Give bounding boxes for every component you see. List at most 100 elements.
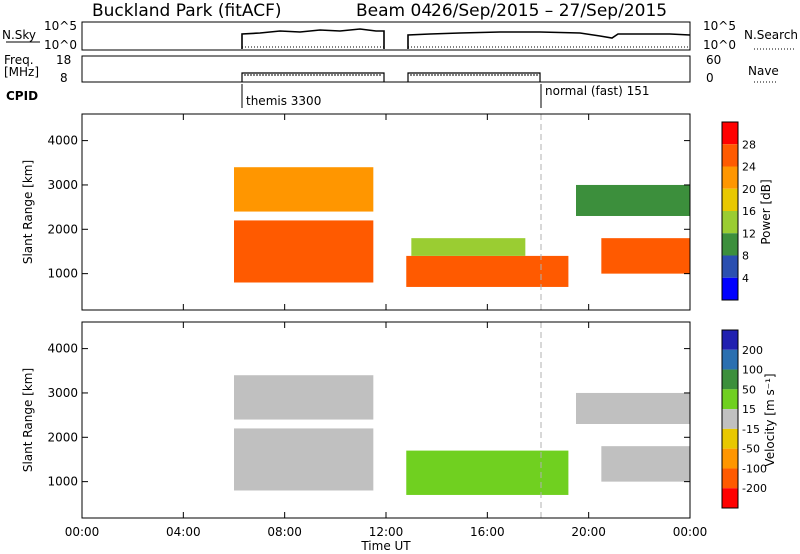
power-colorbar-segment-7: [722, 277, 738, 300]
power-region-4: [601, 238, 690, 274]
power-colorbar-tick-1: 24: [742, 161, 756, 174]
power-ytick-label-0: 1000: [47, 267, 78, 281]
x-tick-label-2: 08:00: [267, 525, 302, 539]
x-tick-label-6: 00:00: [673, 525, 708, 539]
velocity-region-2: [406, 450, 569, 495]
power-y-axis-label: Slant Range [km]: [21, 160, 35, 264]
velocity-colorbar-tick-1: 100: [742, 364, 763, 377]
nave-tick-high: 60: [706, 53, 721, 67]
freq-trace: [241, 72, 541, 82]
nsky-trace: [241, 28, 691, 49]
nsky-panel: N.Sky 10^5 10^0 10^5 10^0 N.Search: [2, 19, 798, 52]
power-colorbar-label: Power [dB]: [759, 179, 773, 244]
freq-tick-high: 18: [56, 53, 71, 67]
power-region-5: [576, 184, 690, 216]
velocity-data-cells: [234, 375, 690, 495]
station-title: Buckland Park (fitACF): [92, 1, 282, 21]
power-ytick-label-3: 4000: [47, 134, 78, 148]
velocity-colorbar-segment-8: [722, 488, 738, 508]
velocity-colorbar-tick-6: -100: [742, 462, 767, 475]
power-colorbar-segment-1: [722, 144, 738, 167]
power-ytick-label-1: 2000: [47, 222, 78, 236]
x-tick-label-1: 04:00: [166, 525, 201, 539]
velocity-region-3: [601, 446, 690, 482]
velocity-colorbar-segment-7: [722, 468, 738, 489]
nsky-label: N.Sky: [2, 28, 36, 42]
x-axis-label: Time UT: [360, 539, 411, 553]
velocity-region-4: [576, 392, 690, 424]
power-region-3: [411, 238, 526, 256]
power-colorbar-segment-0: [722, 122, 738, 145]
nsearch-tick-high: 10^5: [703, 19, 736, 33]
power-colorbar-frame: [721, 121, 739, 301]
velocity-colorbar-segment-5: [722, 428, 738, 449]
power-panel: 1000 2000 3000 4000 Slant Range [km] 28 24 20…: [21, 113, 773, 311]
cpid-label: CPID: [6, 89, 38, 103]
power-colorbar-segment-4: [722, 211, 738, 234]
x-tick-label-3: 12:00: [369, 525, 404, 539]
velocity-colorbar-segment-6: [722, 448, 738, 469]
nave-tick-low: 0: [706, 71, 714, 85]
x-tick-label-0: 00:00: [65, 525, 100, 539]
x-tick-labels: 00:00 04:00 08:00 12:00 16:00 20:00 00:00: [65, 525, 708, 539]
velocity-region-0: [234, 375, 374, 420]
power-colorbar-tick-4: 12: [742, 227, 756, 240]
power-region-2: [406, 255, 569, 287]
velocity-colorbar-tick-2: 50: [742, 383, 756, 396]
velocity-colorbar-tick-4: -15: [742, 423, 760, 436]
velocity-colorbar-segment-2: [722, 369, 738, 390]
velocity-panel: 1000 2000 3000 4000 Slant Range [km] 200 100…: [21, 321, 777, 519]
velocity-colorbar-tick-7: -200: [742, 482, 767, 495]
velocity-colorbar-label: Velocity [m s⁻¹]: [763, 373, 777, 466]
date-range: 26/Sep/2015 – 27/Sep/2015: [431, 1, 667, 21]
velocity-colorbar-segment-1: [722, 349, 738, 370]
power-colorbar-segment-6: [722, 255, 738, 278]
velocity-colorbar-tick-5: -50: [742, 443, 760, 456]
velocity-ytick-label-3: 4000: [47, 342, 78, 356]
power-colorbar-tick-0: 28: [742, 138, 756, 151]
nsearch-tick-low: 10^0: [703, 38, 736, 52]
x-tick-label-5: 20:00: [571, 525, 606, 539]
freq-frame: [81, 55, 691, 83]
power-x-ticks: [81, 114, 691, 310]
power-colorbar-tick-5: 8: [742, 250, 749, 263]
velocity-region-1: [234, 428, 374, 491]
velocity-colorbar: 200 100 50 15 -15 -50 -100 -200: [721, 329, 767, 509]
velocity-ytick-label-0: 1000: [47, 475, 78, 489]
power-colorbar-tick-6: 4: [742, 272, 749, 285]
velocity-colorbar-segment-0: [722, 330, 738, 350]
beam-label: Beam 04: [356, 1, 432, 21]
velocity-colorbar-tick-3: 15: [742, 403, 756, 416]
power-colorbar: 28 24 20 16 12 8 4: [721, 121, 756, 301]
freq-label-2: [MHz]: [4, 65, 39, 79]
power-colorbar-tick-3: 16: [742, 205, 756, 218]
power-colorbar-tick-2: 20: [742, 183, 756, 196]
cpid-mode-1: themis 3300: [246, 94, 321, 108]
velocity-colorbar-segment-4: [722, 409, 738, 429]
power-data-cells: [234, 167, 690, 287]
nsky-tick-high: 10^5: [44, 19, 77, 33]
power-colorbar-segment-3: [722, 188, 738, 211]
nsky-tick-low: 10^0: [44, 38, 77, 52]
velocity-colorbar-frame: [721, 329, 739, 509]
freq-tick-low: 8: [60, 71, 68, 85]
power-region-0: [234, 167, 374, 212]
velocity-ytick-label-2: 3000: [47, 386, 78, 400]
power-y-ticks: 1000 2000 3000 4000: [47, 134, 690, 281]
velocity-y-ticks: 1000 2000 3000 4000: [47, 342, 690, 489]
velocity-colorbar-tick-0: 200: [742, 344, 763, 357]
nsearch-label: N.Search: [744, 28, 798, 42]
cpid-mode-2: normal (fast) 151: [545, 84, 649, 98]
x-tick-label-4: 16:00: [470, 525, 505, 539]
power-region-1: [234, 220, 374, 283]
power-ytick-label-2: 3000: [47, 178, 78, 192]
freq-panel: Freq. [MHz] 18 8 60 0 Nave: [4, 53, 779, 85]
velocity-colorbar-segment-3: [722, 389, 738, 410]
freq-label-1: Freq.: [4, 53, 34, 67]
nsky-frame: [81, 21, 691, 51]
nave-label: Nave: [748, 64, 779, 78]
power-colorbar-segment-2: [722, 166, 738, 189]
velocity-ytick-label-1: 2000: [47, 430, 78, 444]
velocity-y-axis-label: Slant Range [km]: [21, 368, 35, 472]
